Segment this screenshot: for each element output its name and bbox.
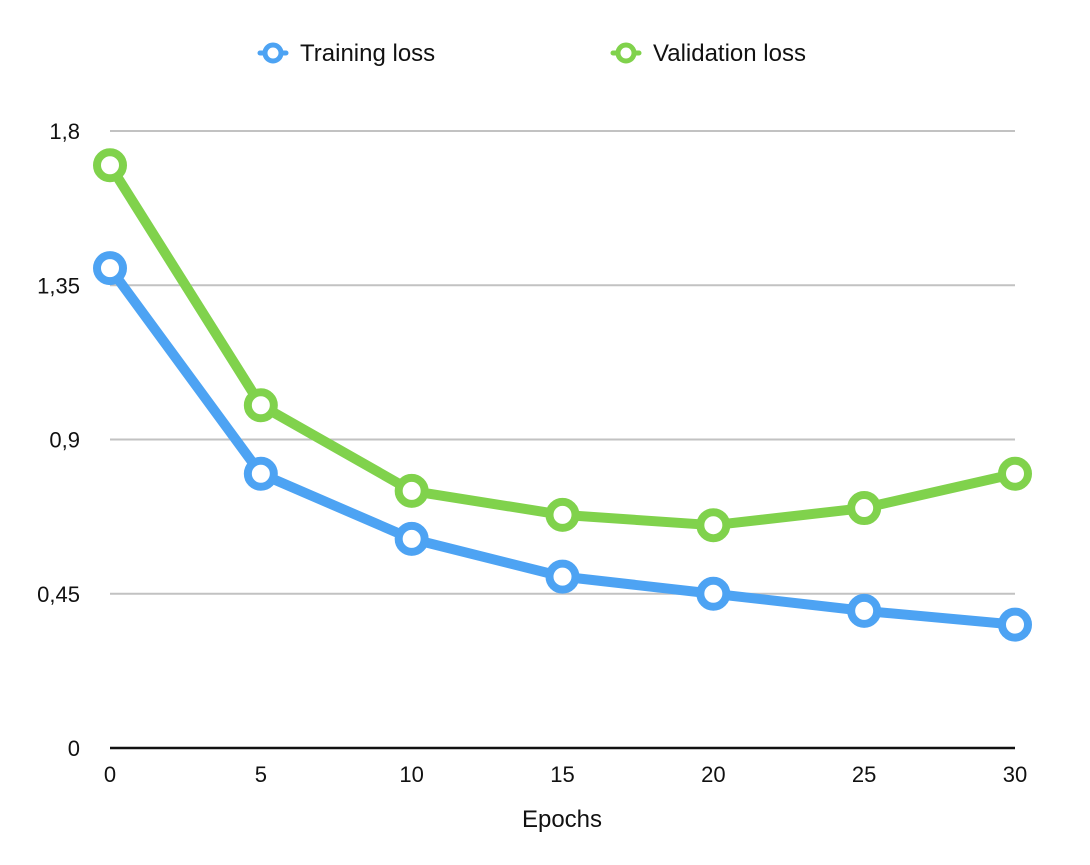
y-tick-label: 0,45 [37, 582, 80, 607]
legend-item: Validation loss [610, 40, 806, 67]
data-point [243, 388, 278, 423]
data-point [394, 473, 429, 508]
x-tick-label: 30 [1003, 762, 1027, 787]
y-tick-label: 0,9 [49, 428, 80, 453]
data-point [998, 456, 1032, 491]
data-point [696, 508, 731, 543]
data-point [394, 521, 429, 556]
legend-item: Training loss [257, 40, 435, 67]
data-point [93, 148, 127, 183]
y-tick-label: 1,8 [49, 119, 80, 144]
x-tick-label: 5 [255, 762, 267, 787]
legend-marker [262, 42, 284, 64]
x-tick-label: 0 [104, 762, 116, 787]
y-tick-label: 0 [68, 736, 80, 761]
data-point [847, 491, 882, 526]
series-1 [93, 148, 1032, 543]
axes: 0 0,45 0,9 1,35 1,8 0 5 10 15 20 25 30 [37, 119, 1027, 787]
grid-lines [110, 130, 1015, 595]
y-tick-label: 1,35 [37, 273, 80, 298]
x-tick-label: 10 [399, 762, 423, 787]
legend-label: Validation loss [653, 40, 806, 67]
x-axis-title: Epochs [522, 806, 602, 833]
data-point [93, 251, 127, 286]
legend: Training loss Validation loss [257, 40, 806, 67]
legend-marker [615, 42, 637, 64]
legend-label: Training loss [300, 40, 435, 67]
data-point [847, 593, 882, 628]
x-tick-label: 25 [852, 762, 876, 787]
x-tick-label: 20 [701, 762, 725, 787]
data-point [545, 497, 580, 532]
data-point [696, 576, 731, 611]
series-lines [93, 148, 1032, 642]
series-0 [93, 251, 1032, 642]
data-point [243, 456, 278, 491]
data-point [998, 607, 1032, 642]
x-tick-label: 15 [550, 762, 574, 787]
data-point [545, 559, 580, 594]
